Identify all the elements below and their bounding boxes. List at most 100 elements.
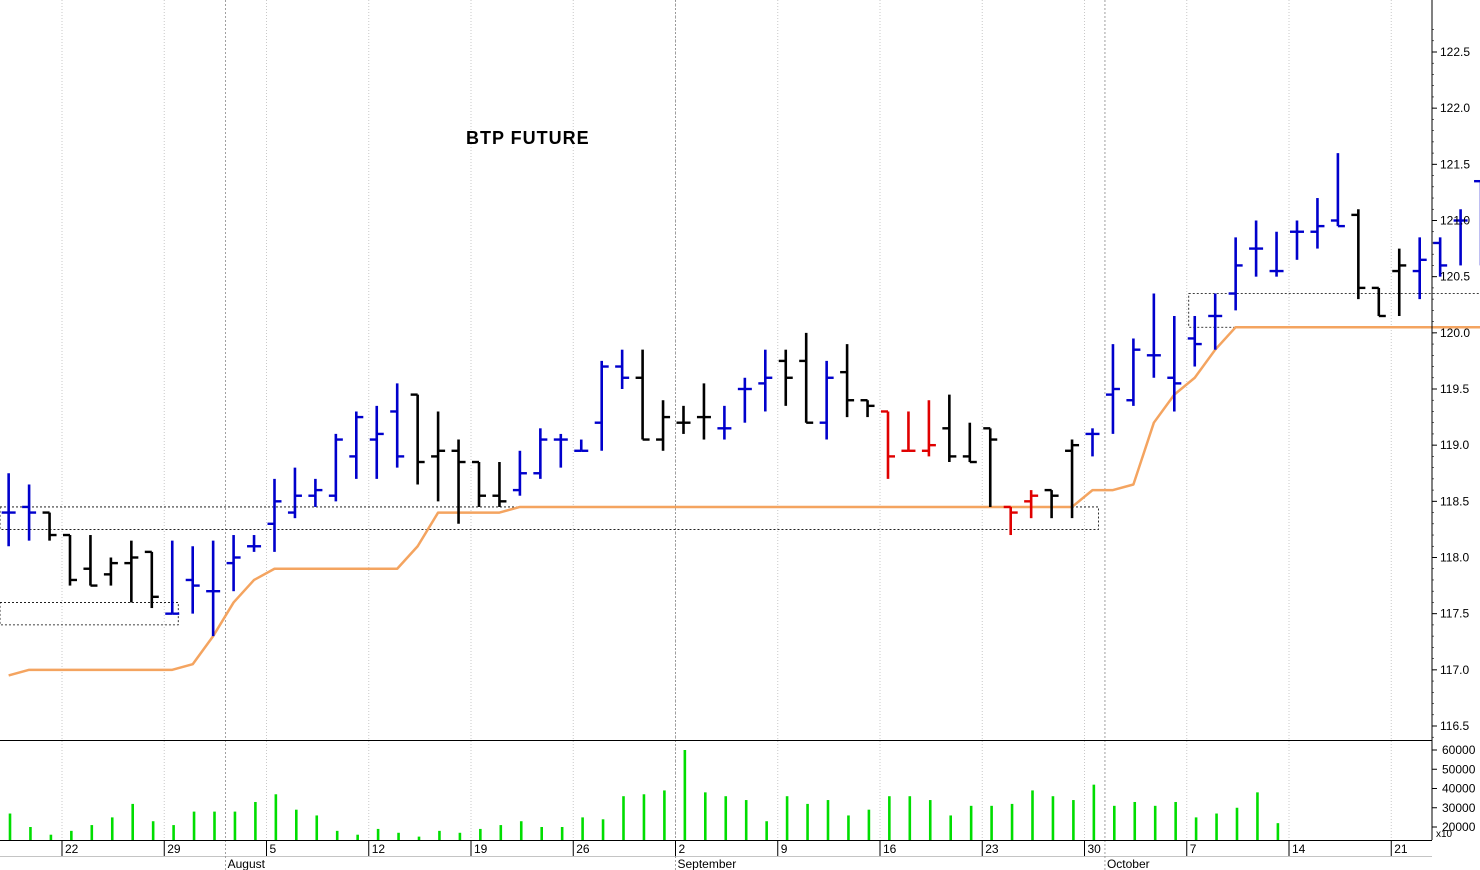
day-tick-label: 22 xyxy=(65,842,79,856)
ohlc-bar xyxy=(1228,237,1243,311)
month-labels: August September October xyxy=(228,857,1150,870)
day-tick-label: 29 xyxy=(167,842,181,856)
ohlc-bar xyxy=(901,411,916,452)
ohlc-bar xyxy=(1208,293,1223,350)
day-tick-label: 2 xyxy=(679,842,686,856)
ohlc-bar xyxy=(103,557,118,586)
price-tick-label: 121.0 xyxy=(1440,214,1470,228)
ohlc-bar xyxy=(1310,198,1325,249)
price-tick-label: 119.5 xyxy=(1440,382,1469,396)
ohlc-bar xyxy=(328,433,343,502)
volume-tick-label: 50000 xyxy=(1442,762,1476,776)
price-tick-label: 117.0 xyxy=(1440,663,1469,677)
ohlc-bar xyxy=(921,400,936,457)
price-tick-label: 118.5 xyxy=(1440,494,1469,508)
day-tick-label: 9 xyxy=(781,842,788,856)
volume-tick-label: 40000 xyxy=(1442,782,1476,796)
ohlc-bar xyxy=(1085,428,1100,457)
ohlc-bar xyxy=(83,535,98,587)
ohlc-bar xyxy=(1453,209,1468,266)
price-tick-label: 122.0 xyxy=(1440,101,1470,115)
day-tick-label: 14 xyxy=(1292,842,1306,856)
grid-lines xyxy=(61,0,1392,870)
ohlc-bar xyxy=(144,550,159,609)
ohlc-bar xyxy=(369,405,384,479)
day-tick-label: 7 xyxy=(1190,842,1197,856)
day-tick-label: 5 xyxy=(270,842,277,856)
ohlc-bar xyxy=(492,462,507,507)
ohlc-bar xyxy=(1269,231,1284,277)
month-label: September xyxy=(678,857,737,870)
day-tick-label: 12 xyxy=(372,842,386,856)
ohlc-bar xyxy=(881,410,895,479)
ohlc-bar xyxy=(1371,286,1386,318)
ohlc-bar xyxy=(1003,505,1018,536)
ohlc-bar xyxy=(1412,237,1427,300)
ohlc-bar xyxy=(717,405,732,440)
ohlc-bar xyxy=(840,344,855,418)
price-tick-label: 119.0 xyxy=(1440,438,1469,452)
ohlc-bar xyxy=(185,546,200,614)
ohlc-bar xyxy=(1249,220,1264,277)
ohlc-bar xyxy=(1065,439,1080,519)
volume-tick-labels: 20000 30000 40000 50000 60000 xyxy=(1432,743,1476,834)
ohlc-bars xyxy=(1,153,1480,637)
ohlc-bar xyxy=(983,427,998,507)
ohlc-bar xyxy=(676,405,691,434)
ohlc-bar xyxy=(287,467,302,519)
ohlc-bar xyxy=(860,399,875,418)
month-label: October xyxy=(1107,857,1150,870)
ohlc-bar xyxy=(799,332,814,424)
ohlc-bar xyxy=(1,473,16,547)
price-tick-labels: 116.5 117.0 117.5 118.0 118.5 119.0 119.5 120.0… xyxy=(1432,29,1470,738)
ohlc-bar xyxy=(431,411,446,502)
ohlc-bar xyxy=(247,535,262,552)
ohlc-bar xyxy=(124,540,139,603)
ohlc-bar xyxy=(1146,293,1161,378)
ohlc-bar xyxy=(308,478,323,507)
price-tick-label: 117.5 xyxy=(1440,607,1469,621)
ohlc-bar xyxy=(635,349,650,441)
ohlc-bar xyxy=(226,535,241,592)
ohlc-bar xyxy=(1044,488,1059,519)
volume-bars xyxy=(8,750,1280,840)
day-tick-labels: 22 29 5 12 19 26 2 9 16 23 30 7 14 21 xyxy=(61,840,1408,856)
ohlc-bar xyxy=(1105,344,1120,434)
day-tick-label: 23 xyxy=(985,842,999,856)
ohlc-bar xyxy=(778,349,793,406)
ohlc-bar xyxy=(553,433,568,468)
support-zone-box xyxy=(1188,293,1480,328)
ohlc-bar xyxy=(615,349,630,389)
month-label: August xyxy=(228,857,266,870)
ohlc-bar xyxy=(819,360,834,440)
ohlc-bar xyxy=(758,349,773,412)
support-zones xyxy=(0,293,1480,626)
ohlc-bar xyxy=(1187,315,1202,367)
price-tick-label: 121.5 xyxy=(1440,157,1470,171)
price-tick-label: 120.0 xyxy=(1440,326,1470,340)
ohlc-bar xyxy=(410,393,425,485)
day-tick-label: 16 xyxy=(883,842,897,856)
ohlc-bar xyxy=(942,394,957,463)
support-zone-box xyxy=(0,506,1099,530)
ohlc-bar xyxy=(22,484,37,541)
volume-tick-label: 60000 xyxy=(1442,743,1476,757)
trailing-stop-line xyxy=(8,325,1480,677)
ohlc-bar xyxy=(1290,220,1304,260)
ohlc-bar xyxy=(696,383,711,440)
price-tick-label: 116.5 xyxy=(1440,719,1469,733)
ohlc-bar xyxy=(533,428,548,479)
ohlc-bar xyxy=(349,411,364,479)
volume-tick-label: 20000 xyxy=(1442,820,1476,834)
ohlc-bar xyxy=(1351,209,1366,300)
axes xyxy=(0,0,1433,857)
chart-title: BTP FUTURE xyxy=(466,128,590,148)
ohlc-bar xyxy=(1433,237,1448,277)
day-tick-label: 19 xyxy=(474,842,488,856)
ohlc-bar xyxy=(42,511,57,541)
ohlc-bar xyxy=(206,540,221,637)
volume-multiplier-label: x10 xyxy=(1436,829,1453,840)
ohlc-bar xyxy=(1126,338,1141,406)
ohlc-bar xyxy=(656,400,671,451)
